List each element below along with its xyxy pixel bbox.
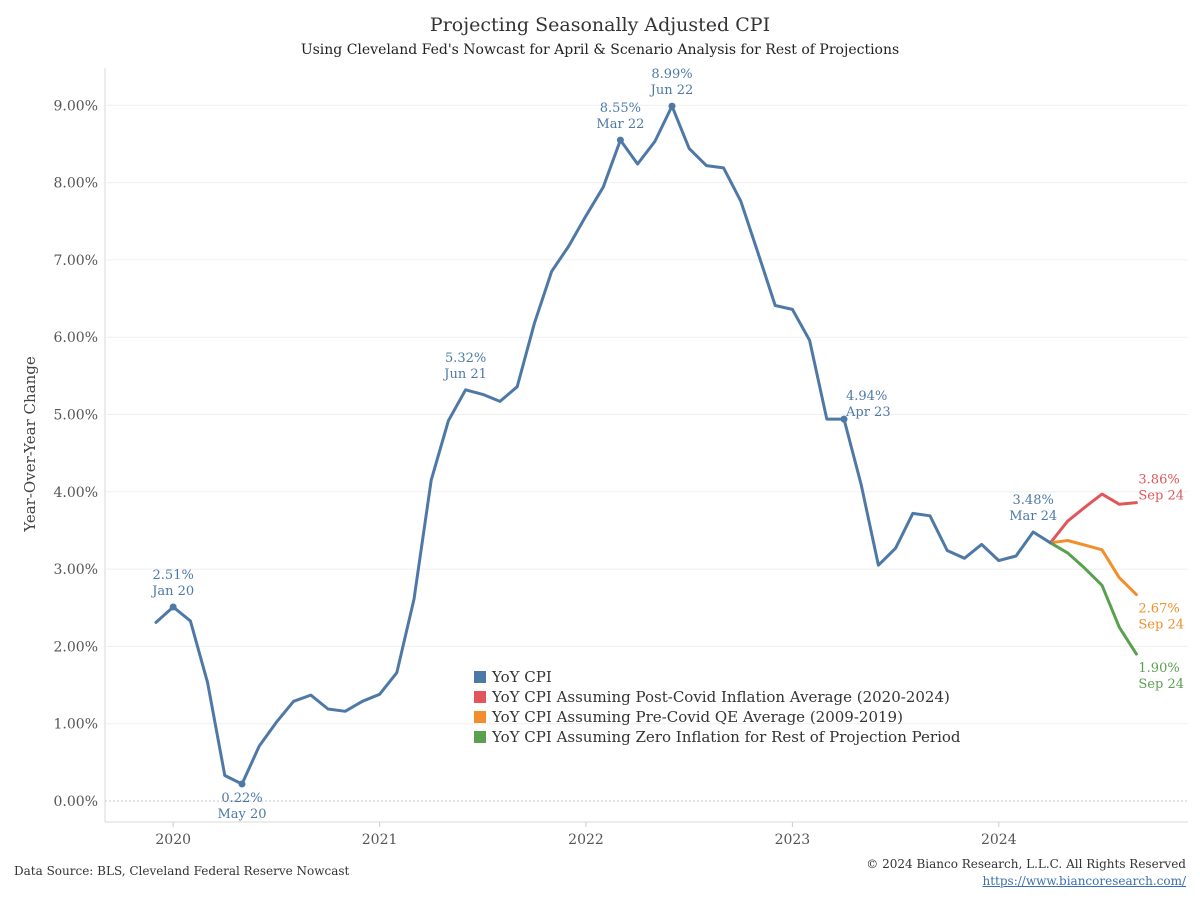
annotation-date: May 20 bbox=[217, 807, 266, 822]
annotation-date: Mar 22 bbox=[596, 117, 644, 132]
y-tick-label: 1.00% bbox=[54, 717, 98, 733]
annotation-marker bbox=[169, 603, 177, 611]
y-tick-label: 7.00% bbox=[54, 253, 98, 269]
y-tick-label: 0.00% bbox=[54, 794, 98, 810]
series-line-2 bbox=[1048, 539, 1138, 597]
annotation-date: Apr 23 bbox=[845, 405, 891, 420]
annotation-value: 2.67% bbox=[1138, 602, 1179, 617]
annotation-value: 8.55% bbox=[600, 101, 641, 116]
legend-swatch bbox=[474, 731, 486, 743]
y-tick-label: 8.00% bbox=[54, 176, 98, 192]
series-line-0 bbox=[154, 104, 1052, 786]
annotation-value: 1.90% bbox=[1138, 661, 1179, 676]
annotation-marker bbox=[668, 102, 676, 110]
annotation-value: 0.22% bbox=[221, 791, 262, 806]
website-link[interactable]: https://www.biancoresearch.com/ bbox=[982, 874, 1186, 888]
x-tick-label: 2022 bbox=[568, 832, 604, 848]
annotation-date: Sep 24 bbox=[1138, 489, 1184, 504]
annotation-value: 3.48% bbox=[1013, 493, 1054, 508]
copyright-text: © 2024 Bianco Research, L.L.C. All Right… bbox=[866, 857, 1186, 871]
legend-label: YoY CPI bbox=[491, 668, 552, 686]
y-tick-label: 6.00% bbox=[54, 330, 98, 346]
series-line-1 bbox=[1048, 492, 1138, 545]
y-tick-label: 9.00% bbox=[54, 98, 98, 114]
annotation-date: Jun 21 bbox=[442, 367, 487, 382]
x-tick-label: 2023 bbox=[775, 832, 811, 848]
annotation-value: 3.86% bbox=[1138, 473, 1179, 488]
data-source-note: Data Source: BLS, Cleveland Federal Rese… bbox=[14, 864, 350, 878]
y-tick-label: 5.00% bbox=[54, 408, 98, 424]
annotation-date: Jan 20 bbox=[150, 584, 194, 599]
legend-swatch bbox=[474, 711, 486, 723]
copyright-block: © 2024 Bianco Research, L.L.C. All Right… bbox=[866, 856, 1186, 890]
y-tick-label: 2.00% bbox=[54, 639, 98, 655]
legend-swatch bbox=[474, 691, 486, 703]
legend-label: YoY CPI Assuming Pre-Covid QE Average (2… bbox=[491, 708, 903, 726]
y-axis-label: Year-Over-Year Change bbox=[21, 356, 39, 533]
series-line-3 bbox=[1048, 541, 1138, 656]
chart-title: Projecting Seasonally Adjusted CPI bbox=[429, 14, 771, 36]
x-tick-label: 2020 bbox=[155, 832, 191, 848]
x-tick-label: 2021 bbox=[362, 832, 398, 848]
legend-swatch bbox=[474, 671, 486, 683]
annotation-marker bbox=[616, 136, 624, 144]
legend-label: YoY CPI Assuming Zero Inflation for Rest… bbox=[491, 728, 961, 746]
y-tick-label: 3.00% bbox=[54, 562, 98, 578]
annotation-date: Mar 24 bbox=[1009, 509, 1057, 524]
annotation-value: 5.32% bbox=[445, 351, 486, 366]
annotation-value: 4.94% bbox=[846, 389, 887, 404]
chart-subtitle: Using Cleveland Fed's Nowcast for April … bbox=[300, 42, 900, 58]
annotation-date: Sep 24 bbox=[1138, 677, 1184, 692]
annotation-date: Sep 24 bbox=[1138, 618, 1184, 633]
annotation-marker bbox=[840, 415, 848, 423]
annotation-date: Jun 22 bbox=[649, 83, 694, 98]
annotation-value: 2.51% bbox=[153, 568, 194, 583]
y-tick-label: 4.00% bbox=[54, 485, 98, 501]
annotation-value: 8.99% bbox=[651, 67, 692, 82]
x-tick-label: 2024 bbox=[981, 832, 1017, 848]
legend-label: YoY CPI Assuming Post-Covid Inflation Av… bbox=[491, 688, 950, 706]
annotation-marker bbox=[238, 780, 246, 788]
